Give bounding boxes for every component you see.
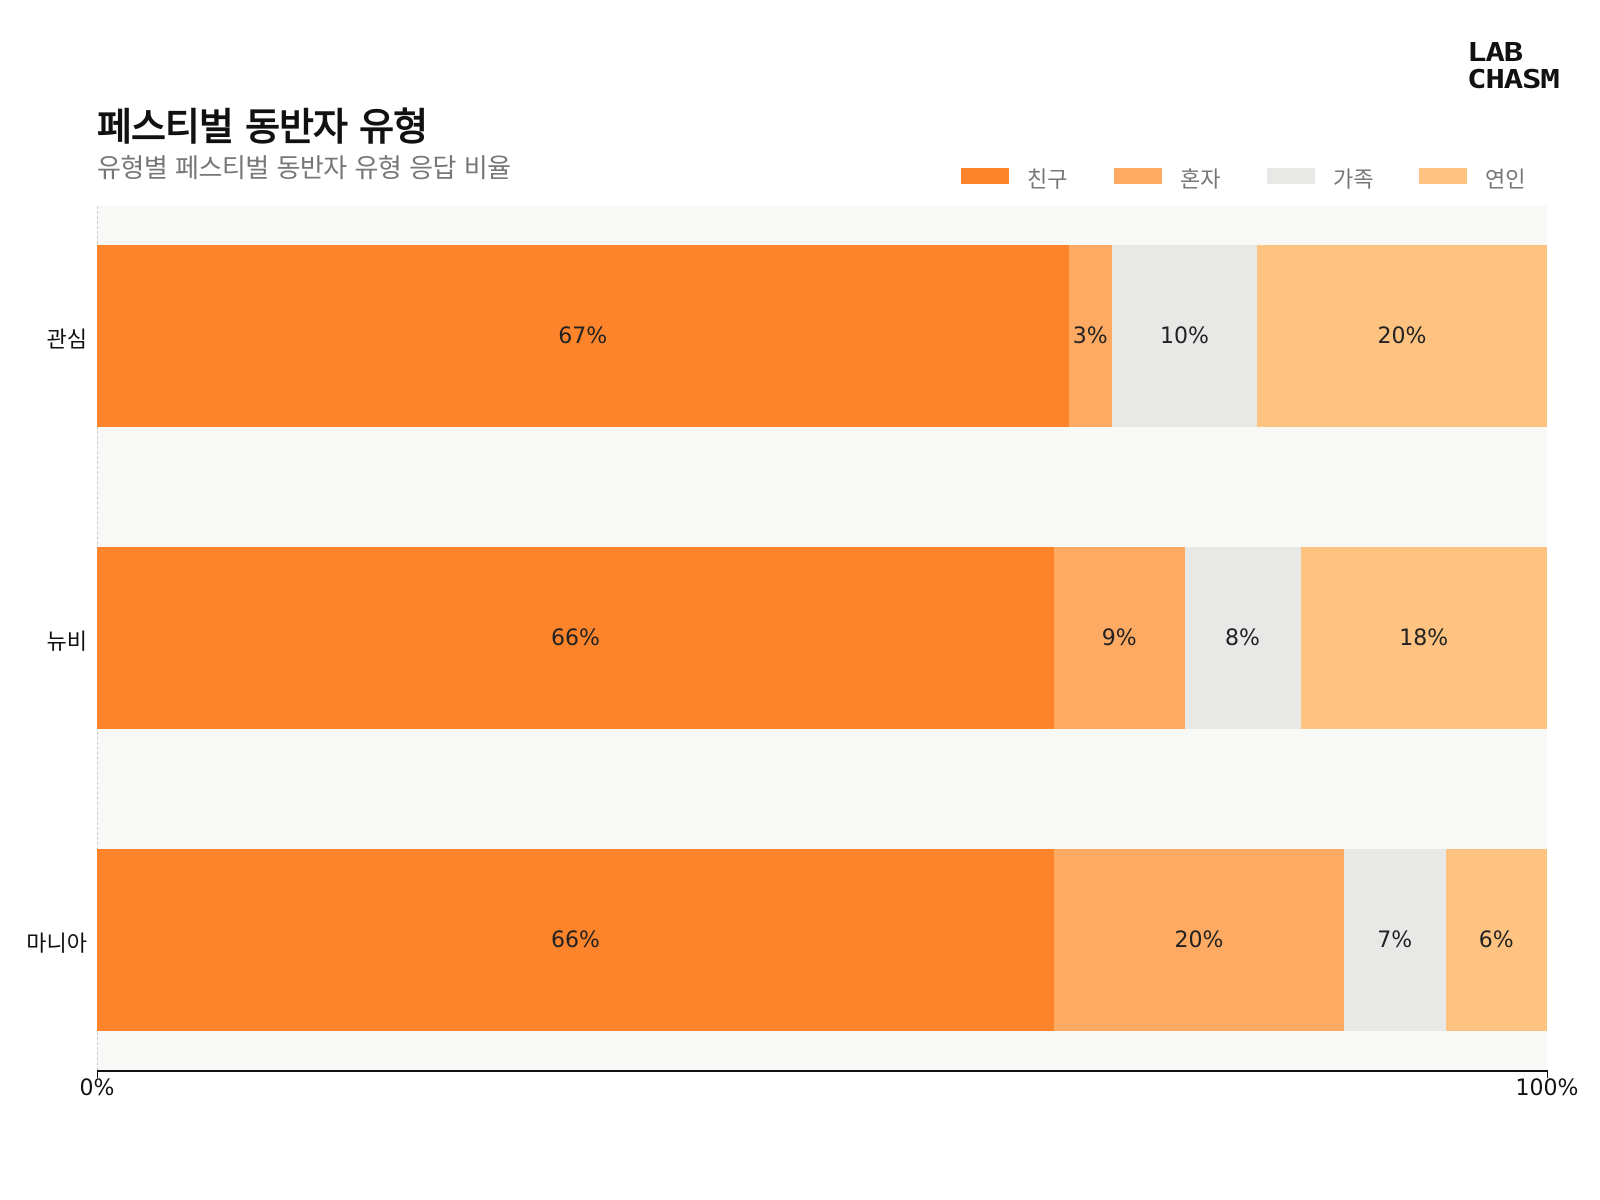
legend-label: 연인 [1485,168,1526,193]
bar-segment: 7% [1344,849,1446,1031]
x-tick [97,1070,98,1078]
bar-segment: 3% [1068,245,1112,427]
legend-swatch [961,168,1009,184]
data-label: 20% [1377,323,1427,349]
data-label: 8% [1225,625,1260,651]
data-label: 67% [558,323,608,349]
bar-segment: 9% [1054,547,1185,729]
legend-label: 친구 [1027,168,1068,193]
legend-swatch [1419,168,1467,184]
bar-segment: 6% [1445,849,1547,1031]
legend-label: 혼자 [1180,168,1221,193]
category-label: 관심 [46,328,87,353]
data-label: 66% [551,625,600,651]
bar-segment: 18% [1300,547,1547,729]
data-label: 6% [1478,927,1514,953]
chart-subtitle: 유형별 페스티벌 동반자 유형 응답 비율 [97,154,511,184]
category-label: 마니아 [26,932,87,957]
logo-text-line-2: CHASM [1467,65,1560,95]
data-label: 66% [551,927,600,953]
x-tick [1547,1070,1548,1078]
bar-segment: 66% [97,849,1054,1031]
legend-swatch [1267,168,1315,184]
data-label: 3% [1072,323,1108,349]
data-label: 10% [1160,323,1209,349]
x-tick-label: 100% [1515,1076,1579,1101]
bar-segment: 10% [1112,245,1257,427]
data-label: 9% [1101,625,1137,651]
legend-label: 가족 [1333,168,1374,193]
bar-segment: 8% [1184,547,1301,729]
category-label: 뉴비 [46,630,87,655]
bar-segment: 66% [97,547,1054,729]
data-label: 18% [1399,625,1449,651]
bar-segment: 20% [1257,245,1547,427]
bar-segment: 20% [1054,849,1344,1031]
x-axis-line [97,1070,1547,1072]
legend-swatch [1114,168,1162,184]
x-tick-label: 0% [79,1076,115,1101]
data-label: 7% [1377,927,1413,953]
brand-logo: LAB CHASM [1467,40,1578,98]
data-label: 20% [1174,927,1224,953]
logo-text-line-1: LAB [1467,38,1523,68]
chart-title: 페스티벌 동반자 유형 [97,105,428,149]
bar-segment: 67% [97,245,1069,427]
